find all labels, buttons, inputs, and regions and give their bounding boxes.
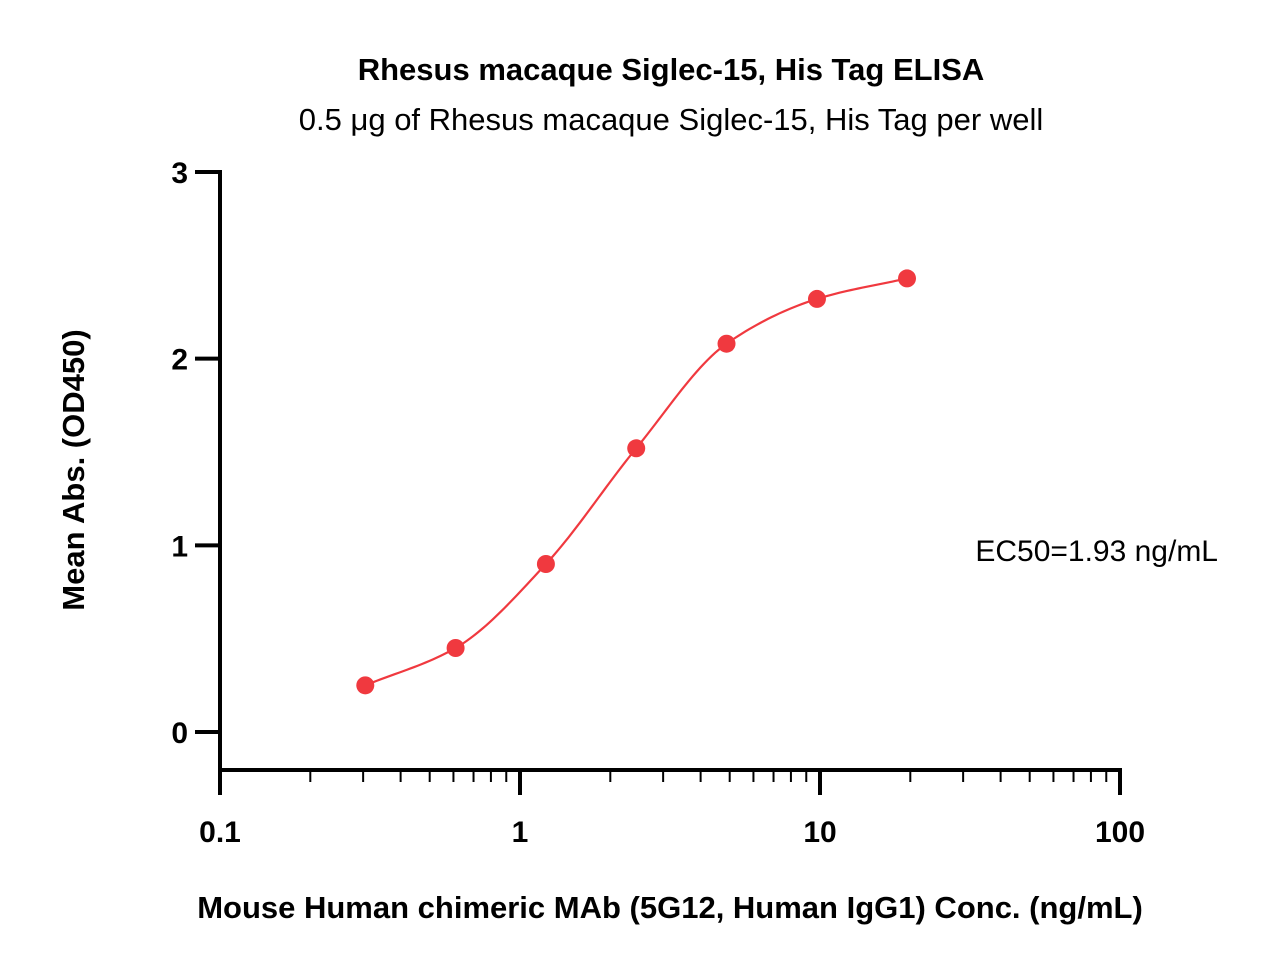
y-tick-label-1: 1 xyxy=(171,530,188,563)
data-point xyxy=(536,555,555,573)
chart-subtitle: 0.5 μg of Rhesus macaque Siglec-15, His … xyxy=(299,102,1043,137)
data-point xyxy=(717,334,736,353)
data-point xyxy=(627,439,646,458)
fit-curve xyxy=(364,277,908,687)
x-axis: 0.1 1 10 100 xyxy=(199,768,1145,849)
y-axis-label: Mean Abs. (OD450) xyxy=(56,329,91,610)
x-tick-label-1: 1 xyxy=(512,816,529,849)
fit-curve-layer xyxy=(364,277,908,687)
data-point xyxy=(898,269,917,288)
data-point xyxy=(356,676,375,695)
y-tick-label-2: 2 xyxy=(171,344,188,377)
ec50-annotation: EC50=1.93 ng/mL xyxy=(975,535,1218,568)
data-point xyxy=(807,289,826,308)
x-tick-label-0.1: 0.1 xyxy=(199,816,241,849)
y-tick-label-0: 0 xyxy=(171,717,188,750)
chart-title: Rhesus macaque Siglec-15, His Tag ELISA xyxy=(358,52,985,87)
x-tick-label-100: 100 xyxy=(1095,816,1145,849)
y-tick-label-3: 3 xyxy=(171,157,188,190)
data-point xyxy=(446,639,465,657)
x-tick-label-10: 10 xyxy=(803,816,836,849)
x-axis-label: Mouse Human chimeric MAb (5G12, Human Ig… xyxy=(197,890,1143,925)
y-axis: 0 1 2 3 xyxy=(171,157,222,772)
data-points xyxy=(356,269,917,695)
